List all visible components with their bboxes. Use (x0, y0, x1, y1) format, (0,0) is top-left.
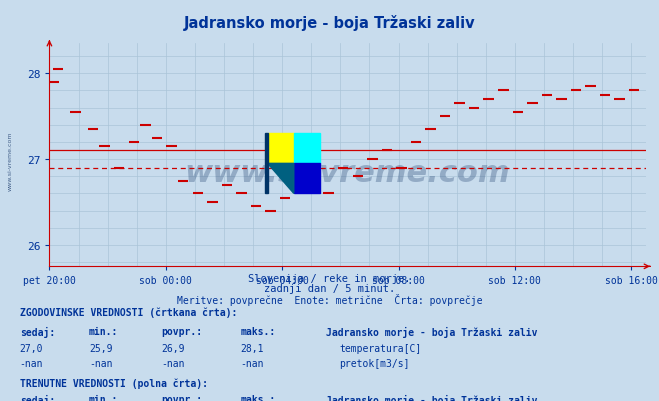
Text: 27,0: 27,0 (20, 343, 43, 353)
Bar (268, 134, 294, 164)
Text: www.si-vreme.com: www.si-vreme.com (8, 131, 13, 190)
Text: 28,1: 28,1 (241, 343, 264, 353)
Text: maks.:: maks.: (241, 394, 275, 401)
Text: sedaj:: sedaj: (20, 326, 55, 337)
Text: Meritve: povprečne  Enote: metrične  Črta: povprečje: Meritve: povprečne Enote: metrične Črta:… (177, 294, 482, 306)
Text: 25,9: 25,9 (89, 343, 113, 353)
Text: Jadransko morje - boja Tržaski zaliv: Jadransko morje - boja Tržaski zaliv (326, 394, 538, 401)
Bar (294, 134, 320, 164)
Text: povpr.:: povpr.: (161, 394, 202, 401)
Text: temperatura[C]: temperatura[C] (339, 343, 422, 353)
Text: ZGODOVINSKE VREDNOSTI (črtkana črta):: ZGODOVINSKE VREDNOSTI (črtkana črta): (20, 307, 237, 317)
Text: Jadransko morje - boja Tržaski zaliv: Jadransko morje - boja Tržaski zaliv (184, 15, 475, 31)
Text: zadnji dan / 5 minut.: zadnji dan / 5 minut. (264, 284, 395, 294)
Polygon shape (268, 164, 294, 194)
Text: -nan: -nan (241, 358, 264, 368)
Text: TRENUTNE VREDNOSTI (polna črta):: TRENUTNE VREDNOSTI (polna črta): (20, 377, 208, 388)
Text: povpr.:: povpr.: (161, 326, 202, 336)
Text: sedaj:: sedaj: (20, 394, 55, 401)
Text: min.:: min.: (89, 394, 119, 401)
Text: -nan: -nan (161, 358, 185, 368)
Text: Jadransko morje - boja Tržaski zaliv: Jadransko morje - boja Tržaski zaliv (326, 326, 538, 337)
Text: pretok[m3/s]: pretok[m3/s] (339, 358, 410, 368)
Text: www.si-vreme.com: www.si-vreme.com (185, 159, 511, 188)
Text: -nan: -nan (89, 358, 113, 368)
Text: 26,9: 26,9 (161, 343, 185, 353)
Text: -nan: -nan (20, 358, 43, 368)
Text: maks.:: maks.: (241, 326, 275, 336)
Text: min.:: min.: (89, 326, 119, 336)
Bar (294, 164, 320, 194)
Text: Slovenija / reke in morje.: Slovenija / reke in morje. (248, 273, 411, 284)
Bar (266, 134, 268, 194)
